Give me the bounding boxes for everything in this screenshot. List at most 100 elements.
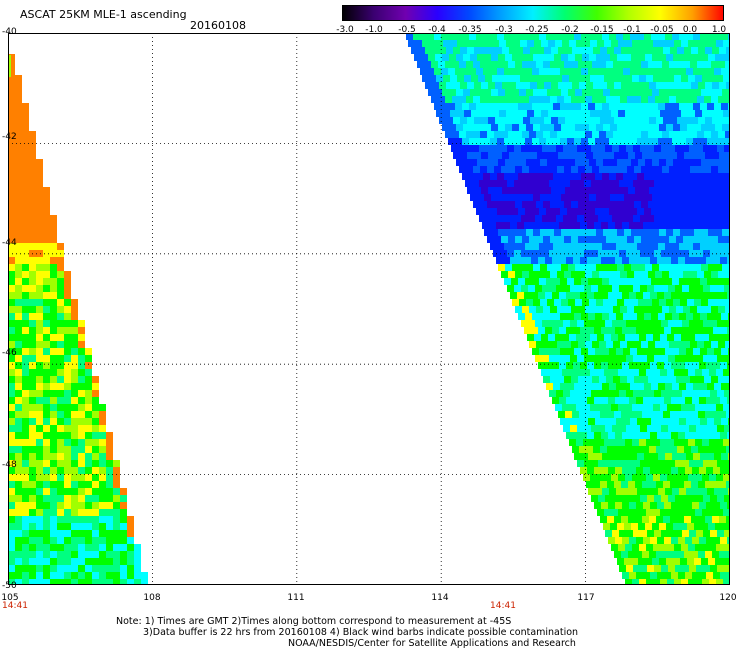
swath-cell bbox=[106, 432, 113, 439]
swath-cell bbox=[663, 411, 670, 418]
swath-cell bbox=[523, 187, 530, 194]
swath-cell bbox=[536, 236, 543, 243]
swath-cell bbox=[684, 551, 691, 558]
swath-cell bbox=[36, 348, 43, 355]
swath-cell bbox=[562, 334, 569, 341]
swath-cell bbox=[501, 131, 508, 138]
swath-cell bbox=[57, 341, 64, 348]
swath-cell bbox=[36, 509, 43, 516]
swath-cell bbox=[50, 509, 57, 516]
swath-cell bbox=[563, 390, 570, 397]
swath-cell bbox=[645, 229, 652, 236]
swath-cell bbox=[553, 243, 560, 250]
swath-cell bbox=[15, 460, 22, 467]
swath-cell bbox=[529, 236, 536, 243]
swath-cell bbox=[464, 110, 471, 117]
swath-cell bbox=[670, 551, 677, 558]
swath-cell bbox=[43, 397, 50, 404]
color-scale-tick-label: -0.3 bbox=[495, 25, 513, 35]
swath-cell bbox=[689, 215, 696, 222]
swath-cell bbox=[22, 502, 29, 509]
swath-cell bbox=[515, 306, 522, 313]
swath-cell bbox=[668, 215, 675, 222]
swath-cell bbox=[526, 229, 533, 236]
swath-cell bbox=[605, 215, 612, 222]
swath-cell bbox=[43, 551, 50, 558]
swath-cell bbox=[592, 96, 599, 103]
swath-cell bbox=[725, 376, 730, 383]
swath-cell bbox=[631, 159, 638, 166]
swath-cell bbox=[648, 271, 655, 278]
swath-cell bbox=[92, 481, 99, 488]
lon-tick-label: 117 bbox=[577, 593, 595, 603]
swath-cell bbox=[85, 551, 92, 558]
swath-cell bbox=[561, 89, 568, 96]
swath-cell bbox=[561, 159, 568, 166]
swath-cell bbox=[15, 537, 22, 544]
swath-cell bbox=[451, 145, 458, 152]
swath-cell bbox=[504, 208, 511, 215]
swath-cell bbox=[539, 103, 546, 110]
swath-cell bbox=[474, 47, 481, 54]
swath-cell bbox=[652, 229, 659, 236]
swath-cell bbox=[106, 572, 113, 579]
swath-cell bbox=[591, 460, 598, 467]
swath-cell bbox=[508, 131, 515, 138]
swath-cell bbox=[693, 173, 700, 180]
swath-cell bbox=[532, 278, 539, 285]
swath-cell bbox=[667, 110, 674, 117]
swath-cell bbox=[8, 278, 15, 285]
swath-cell bbox=[484, 229, 491, 236]
swath-cell bbox=[680, 89, 687, 96]
swath-cell bbox=[553, 33, 560, 40]
swath-cell bbox=[715, 558, 722, 565]
swath-cell bbox=[691, 117, 698, 124]
swath-cell bbox=[685, 257, 692, 264]
swath-cell bbox=[480, 201, 487, 208]
swath-cell bbox=[713, 222, 720, 229]
swath-cell bbox=[684, 481, 691, 488]
swath-cell bbox=[36, 194, 43, 201]
swath-cell bbox=[701, 89, 708, 96]
swath-cell bbox=[459, 61, 466, 68]
swath-cell bbox=[545, 292, 552, 299]
swath-cell bbox=[553, 68, 560, 75]
swath-cell bbox=[29, 558, 36, 565]
swath-cell bbox=[512, 299, 519, 306]
swath-cell bbox=[92, 404, 99, 411]
swath-cell bbox=[43, 222, 50, 229]
swath-cell bbox=[644, 488, 651, 495]
swath-cell bbox=[481, 82, 488, 89]
swath-cell bbox=[483, 208, 490, 215]
swath-cell bbox=[630, 173, 637, 180]
swath-cell bbox=[606, 341, 613, 348]
swath-cell bbox=[600, 411, 607, 418]
swath-cell bbox=[8, 397, 15, 404]
swath-cell bbox=[680, 124, 687, 131]
swath-cell bbox=[682, 565, 689, 572]
swath-cell bbox=[99, 523, 106, 530]
swath-cell bbox=[36, 173, 43, 180]
swath-cell bbox=[678, 222, 685, 229]
swath-cell bbox=[675, 285, 682, 292]
swath-cell bbox=[15, 418, 22, 425]
swath-cell bbox=[561, 299, 568, 306]
swath-cell bbox=[672, 243, 679, 250]
swath-cell bbox=[723, 579, 730, 585]
swath-cell bbox=[428, 89, 435, 96]
swath-cell bbox=[617, 299, 624, 306]
swath-cell bbox=[625, 439, 632, 446]
swath-cell bbox=[603, 194, 610, 201]
swath-cell bbox=[57, 544, 64, 551]
swath-cell bbox=[671, 397, 678, 404]
swath-cell bbox=[64, 285, 71, 292]
swath-cell bbox=[524, 222, 531, 229]
swath-cell bbox=[57, 362, 64, 369]
swath-cell bbox=[706, 222, 713, 229]
swath-cell bbox=[704, 131, 711, 138]
swath-cell bbox=[57, 439, 64, 446]
swath-cell bbox=[538, 327, 545, 334]
swath-cell bbox=[574, 278, 581, 285]
swath-cell bbox=[64, 572, 71, 579]
swath-cell bbox=[15, 390, 22, 397]
